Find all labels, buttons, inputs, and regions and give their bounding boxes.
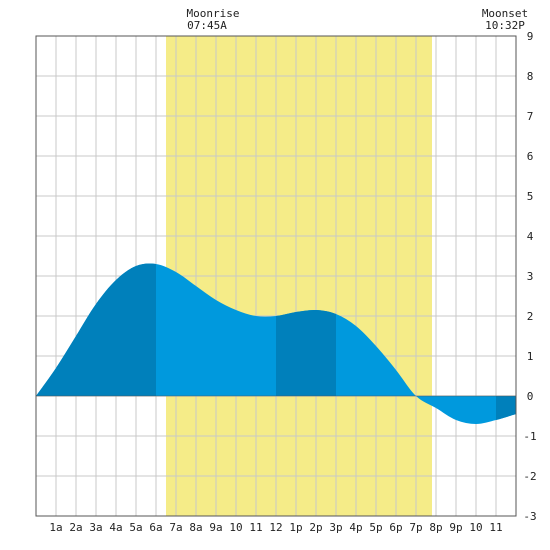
y-tick-label: 3	[527, 270, 534, 283]
y-tick-label: -3	[523, 510, 536, 523]
x-tick-label: 9p	[449, 521, 462, 534]
x-tick-label: 5a	[129, 521, 142, 534]
plot-frame	[35, 35, 517, 517]
x-tick-label: 2a	[69, 521, 82, 534]
y-tick-label: 9	[527, 30, 534, 43]
moonset-time: 10:32P	[485, 19, 525, 32]
y-tick-label: 2	[527, 310, 534, 323]
x-tick-label: 4p	[349, 521, 362, 534]
x-tick-label: 6a	[149, 521, 162, 534]
x-tick-label: 6p	[389, 521, 402, 534]
x-tick-label: 10	[469, 521, 482, 534]
x-tick-label: 5p	[369, 521, 382, 534]
x-tick-label: 11	[489, 521, 502, 534]
y-tick-label: 5	[527, 190, 534, 203]
x-tick-label: 7p	[409, 521, 422, 534]
x-tick-label: 3a	[89, 521, 102, 534]
x-tick-label: 10	[229, 521, 242, 534]
y-tick-label: 1	[527, 350, 534, 363]
x-tick-label: 12	[269, 521, 282, 534]
x-tick-label: 1a	[49, 521, 62, 534]
x-tick-label: 8a	[189, 521, 202, 534]
x-tick-label: 4a	[109, 521, 122, 534]
y-tick-label: -2	[523, 470, 536, 483]
y-tick-label: 8	[527, 70, 534, 83]
y-tick-label: 7	[527, 110, 534, 123]
moonset-label: Moonset	[482, 7, 528, 20]
x-tick-label: 3p	[329, 521, 342, 534]
x-tick-label: 9a	[209, 521, 222, 534]
y-tick-label: 4	[527, 230, 534, 243]
moonrise-time: 07:45A	[187, 19, 227, 32]
x-tick-label: 11	[249, 521, 262, 534]
x-tick-label: 1p	[289, 521, 302, 534]
x-tick-label: 2p	[309, 521, 322, 534]
x-tick-label: 7a	[169, 521, 182, 534]
moonrise-label: Moonrise	[187, 7, 240, 20]
x-tick-label: 8p	[429, 521, 442, 534]
y-tick-label: 6	[527, 150, 534, 163]
y-tick-label: -1	[523, 430, 536, 443]
y-tick-label: 0	[527, 390, 534, 403]
